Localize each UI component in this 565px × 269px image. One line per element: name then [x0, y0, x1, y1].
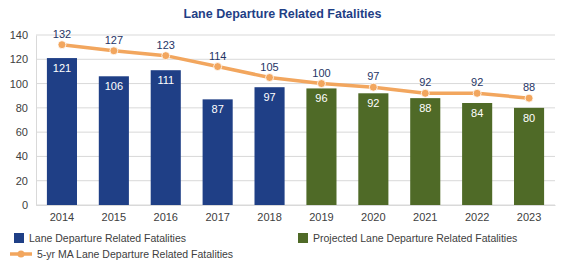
legend: Lane Departure Related Fatalities Project…	[10, 232, 517, 260]
legend-label: Projected Lane Departure Related Fatalit…	[313, 232, 517, 244]
chart: Lane Departure Related Fatalities 0 20 40 60…	[0, 0, 565, 269]
line-label: 114	[209, 50, 227, 62]
y-tick-label: 40	[16, 150, 28, 162]
x-tick: 2020	[361, 205, 385, 223]
x-tick-label: 2014	[50, 211, 74, 223]
x-tick: 2017	[205, 205, 229, 223]
bar	[99, 76, 129, 205]
bar	[203, 99, 233, 205]
line-label: 123	[157, 39, 175, 51]
line-marker	[317, 80, 325, 88]
bar-label: 111	[157, 74, 174, 86]
bar	[514, 108, 544, 205]
x-tick-label: 2015	[102, 211, 126, 223]
line-marker	[421, 89, 429, 97]
bar-label: 97	[263, 91, 275, 103]
y-tick: 20	[16, 175, 36, 187]
line-label: 92	[419, 76, 431, 88]
y-tick-label: 0	[22, 199, 28, 211]
line-marker	[266, 74, 274, 82]
x-tick-label: 2018	[257, 211, 281, 223]
x-tick-label: 2016	[154, 211, 178, 223]
y-tick: 120	[10, 53, 36, 65]
bar-label: 96	[315, 92, 327, 104]
legend-item: 5-yr MA Lane Departure Related Fatalitie…	[10, 248, 233, 260]
line-label: 100	[312, 67, 330, 79]
line-marker	[162, 52, 170, 60]
plot: 0204060801001201402014201520162017201820…	[10, 28, 556, 223]
y-tick: 40	[16, 150, 36, 162]
chart-title: Lane Departure Related Fatalities	[184, 7, 382, 21]
y-axis: 0 20 40 60 80 100 120 140	[10, 29, 37, 211]
legend-marker	[18, 251, 25, 258]
line-label: 127	[105, 34, 123, 46]
x-axis-line	[37, 205, 556, 206]
y-tick-label: 80	[16, 102, 28, 114]
line-marker	[525, 94, 533, 102]
x-tick-label: 2019	[309, 211, 333, 223]
line-marker	[214, 63, 222, 71]
bar	[462, 103, 492, 205]
x-tick-label: 2017	[205, 211, 229, 223]
line-label: 132	[53, 28, 71, 40]
y-tick: 80	[16, 102, 36, 114]
y-tick: 0	[22, 199, 36, 211]
bar	[358, 93, 388, 205]
bar-label: 88	[419, 102, 431, 114]
x-tick: 2014	[50, 205, 74, 223]
grid	[36, 35, 555, 205]
legend-swatch	[298, 233, 308, 243]
bar	[306, 88, 336, 205]
bar-label: 121	[53, 62, 71, 74]
line-marker	[473, 89, 481, 97]
bar-label: 106	[105, 80, 123, 92]
line-marker	[110, 47, 118, 55]
x-tick-label: 2023	[517, 211, 541, 223]
line-label: 97	[367, 70, 379, 82]
y-tick-label: 140	[10, 29, 28, 41]
x-tick-label: 2021	[413, 211, 437, 223]
x-tick: 2019	[309, 205, 333, 223]
bar	[410, 98, 440, 205]
x-axis: 2014 2015 2016 2017 2018 2019 2020 2021 2022 2023	[37, 205, 556, 223]
x-tick: 2021	[413, 205, 437, 223]
bar	[47, 58, 77, 205]
legend-item: Lane Departure Related Fatalities	[14, 232, 186, 244]
line-label: 92	[471, 76, 483, 88]
x-tick: 2015	[102, 205, 126, 223]
y-tick: 140	[10, 29, 36, 41]
legend-swatch	[14, 233, 24, 243]
line	[62, 45, 529, 98]
legend-label: 5-yr MA Lane Departure Related Fatalitie…	[37, 248, 233, 260]
y-tick-label: 120	[10, 53, 28, 65]
y-tick-label: 100	[10, 78, 28, 90]
y-axis-line	[36, 36, 37, 206]
bar	[151, 70, 181, 205]
x-tick-label: 2022	[465, 211, 489, 223]
line-marker	[369, 83, 377, 91]
legend-label: Lane Departure Related Fatalities	[29, 232, 186, 244]
data-labels: 121 106 111 87 97 96 92 88 84 80 132 127 123 114 105 10…	[53, 28, 535, 124]
legend-item: Projected Lane Departure Related Fatalit…	[298, 232, 517, 244]
bar-label: 80	[523, 112, 535, 124]
grid-line	[36, 59, 555, 60]
x-tick-label: 2020	[361, 211, 385, 223]
y-tick-label: 60	[16, 126, 28, 138]
y-tick: 60	[16, 126, 36, 138]
x-tick: 2022	[465, 205, 489, 223]
marks	[47, 41, 544, 205]
bar-label: 92	[367, 97, 379, 109]
line-marker	[58, 41, 66, 49]
bar-label: 84	[471, 107, 483, 119]
line-label: 88	[523, 81, 535, 93]
y-tick: 100	[10, 78, 36, 90]
x-tick: 2018	[257, 205, 281, 223]
x-tick: 2016	[154, 205, 178, 223]
line-label: 105	[260, 61, 278, 73]
bar	[254, 87, 284, 205]
x-tick: 2023	[517, 205, 541, 223]
y-tick-label: 20	[16, 175, 28, 187]
bar-label: 87	[212, 103, 224, 115]
